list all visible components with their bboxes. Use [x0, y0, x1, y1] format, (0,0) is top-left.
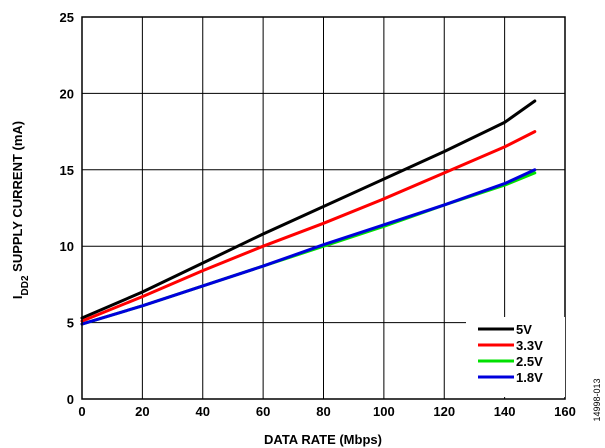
y-axis-label-rest: SUPPLY CURRENT (mA): [10, 121, 25, 276]
x-tick-label: 120: [433, 404, 455, 419]
y-axis-label-main: I: [10, 295, 25, 299]
series-line-5v: [80, 99, 537, 320]
y-axis-label-subscript: DD2: [20, 275, 31, 295]
figure-id: 14998-013: [592, 378, 602, 421]
legend: 5V3.3V2.5V1.8V: [466, 317, 565, 397]
x-tick-label: 100: [373, 404, 395, 419]
y-tick-label: 5: [67, 316, 74, 331]
series-line-3-3v: [80, 130, 537, 323]
plot-frame: [81, 16, 566, 400]
y-tick-label: 10: [60, 239, 74, 254]
x-axis-label: DATA RATE (Mbps): [264, 432, 382, 447]
series-line-1-8v: [80, 168, 537, 326]
x-tick-label: 0: [78, 404, 85, 419]
x-tick-label: 40: [196, 404, 210, 419]
tick-labels: 0 20 40 60 80 100 120 140 160 0 5 10 15 20 25: [60, 10, 576, 419]
x-tick-label: 160: [554, 404, 576, 419]
x-tick-label: 60: [256, 404, 270, 419]
x-tick-label: 80: [316, 404, 330, 419]
y-tick-label: 15: [60, 163, 74, 178]
legend-label: 2.5V: [516, 354, 543, 369]
x-tick-label: 140: [494, 404, 516, 419]
x-tick-label: 20: [135, 404, 149, 419]
y-axis-label: IDD2 SUPPLY CURRENT (mA): [10, 121, 31, 299]
legend-label: 5V: [516, 322, 532, 337]
y-tick-label: 0: [67, 392, 74, 407]
y-tick-label: 20: [60, 86, 74, 101]
legend-label: 1.8V: [516, 370, 543, 385]
legend-label: 3.3V: [516, 338, 543, 353]
series-lines: [80, 99, 537, 326]
y-tick-label: 25: [60, 10, 74, 25]
